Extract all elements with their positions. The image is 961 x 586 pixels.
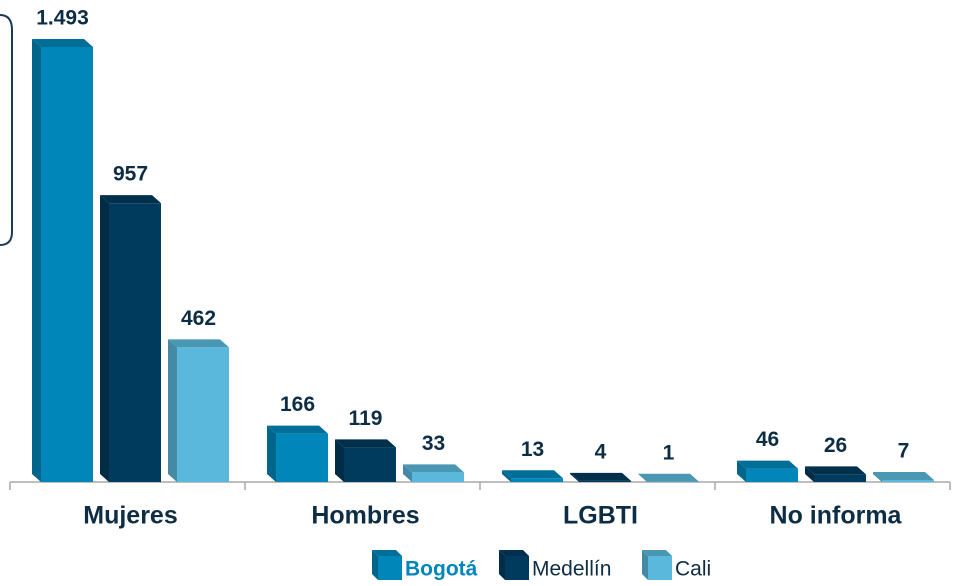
data-label: 957 — [113, 163, 148, 186]
bar-side — [32, 39, 41, 482]
data-label: 13 — [521, 438, 544, 461]
x-tick-label: Hombres — [311, 502, 419, 530]
bar-side — [267, 425, 276, 482]
legend-label: Bogotá — [405, 558, 478, 581]
bar-front — [511, 478, 563, 482]
legend-swatch-side — [372, 550, 378, 580]
bar-front — [412, 472, 464, 482]
x-tick-label: LGBTI — [563, 502, 638, 530]
bar — [267, 425, 328, 482]
bar-side — [737, 460, 746, 482]
bar-front — [41, 47, 93, 482]
legend-swatch-side — [499, 550, 505, 580]
bar — [168, 339, 229, 482]
bar-top — [570, 472, 631, 481]
bar-top — [638, 473, 699, 482]
data-label: 166 — [280, 393, 315, 416]
data-label: 33 — [422, 432, 445, 455]
bar-side — [335, 439, 344, 482]
bar-top — [267, 425, 328, 434]
legend-swatch-top — [372, 550, 402, 556]
bar-front — [746, 468, 798, 482]
bar-top — [403, 464, 464, 473]
bar — [100, 195, 161, 482]
data-label: 119 — [349, 407, 383, 430]
bar-side — [100, 195, 109, 482]
bar-top — [32, 39, 93, 47]
legend-swatch — [378, 556, 402, 580]
bar-front — [344, 447, 396, 482]
bar — [873, 471, 934, 482]
bar-front — [109, 203, 161, 482]
bar — [502, 470, 563, 482]
x-tick-label: Mujeres — [83, 502, 177, 530]
bar-top — [335, 439, 396, 448]
bar — [335, 439, 396, 482]
data-label: 462 — [181, 307, 216, 330]
bar-front — [814, 474, 866, 482]
legend-swatch-top — [499, 550, 529, 556]
bar-top — [168, 339, 229, 348]
bar-front — [579, 480, 631, 482]
bar — [32, 39, 93, 482]
bar-side — [502, 470, 511, 482]
bar-front — [276, 433, 328, 482]
bar-side — [805, 466, 814, 482]
bar — [403, 464, 464, 482]
bar-top — [100, 195, 161, 204]
data-label: 46 — [756, 428, 779, 451]
legend-swatch-side — [642, 550, 648, 580]
legend-swatch-top — [642, 550, 672, 556]
bar — [737, 460, 798, 482]
x-tick-label: No informa — [770, 502, 903, 530]
bar-front — [882, 479, 934, 482]
bar-top — [805, 466, 866, 475]
data-label: 1.493 — [36, 7, 89, 30]
bar-side — [570, 472, 579, 482]
legend-swatch — [648, 556, 672, 580]
bar-top — [502, 470, 563, 479]
bar — [638, 473, 699, 482]
bar — [570, 472, 631, 482]
data-label: 26 — [824, 434, 847, 457]
legend-swatch — [505, 556, 529, 580]
data-label: 4 — [595, 440, 607, 463]
legend-label: Medellín — [532, 558, 611, 581]
frame-edge — [0, 14, 13, 246]
bar-front — [177, 347, 229, 482]
bar-top — [737, 460, 798, 469]
bar-side — [403, 464, 412, 482]
data-label: 7 — [898, 440, 910, 463]
bar — [805, 466, 866, 482]
data-label: 1 — [663, 441, 675, 464]
bar-side — [873, 471, 882, 482]
bar-side — [638, 473, 647, 482]
legend-label: Cali — [675, 558, 711, 581]
bar-side — [168, 339, 177, 482]
bar-top — [873, 471, 934, 480]
